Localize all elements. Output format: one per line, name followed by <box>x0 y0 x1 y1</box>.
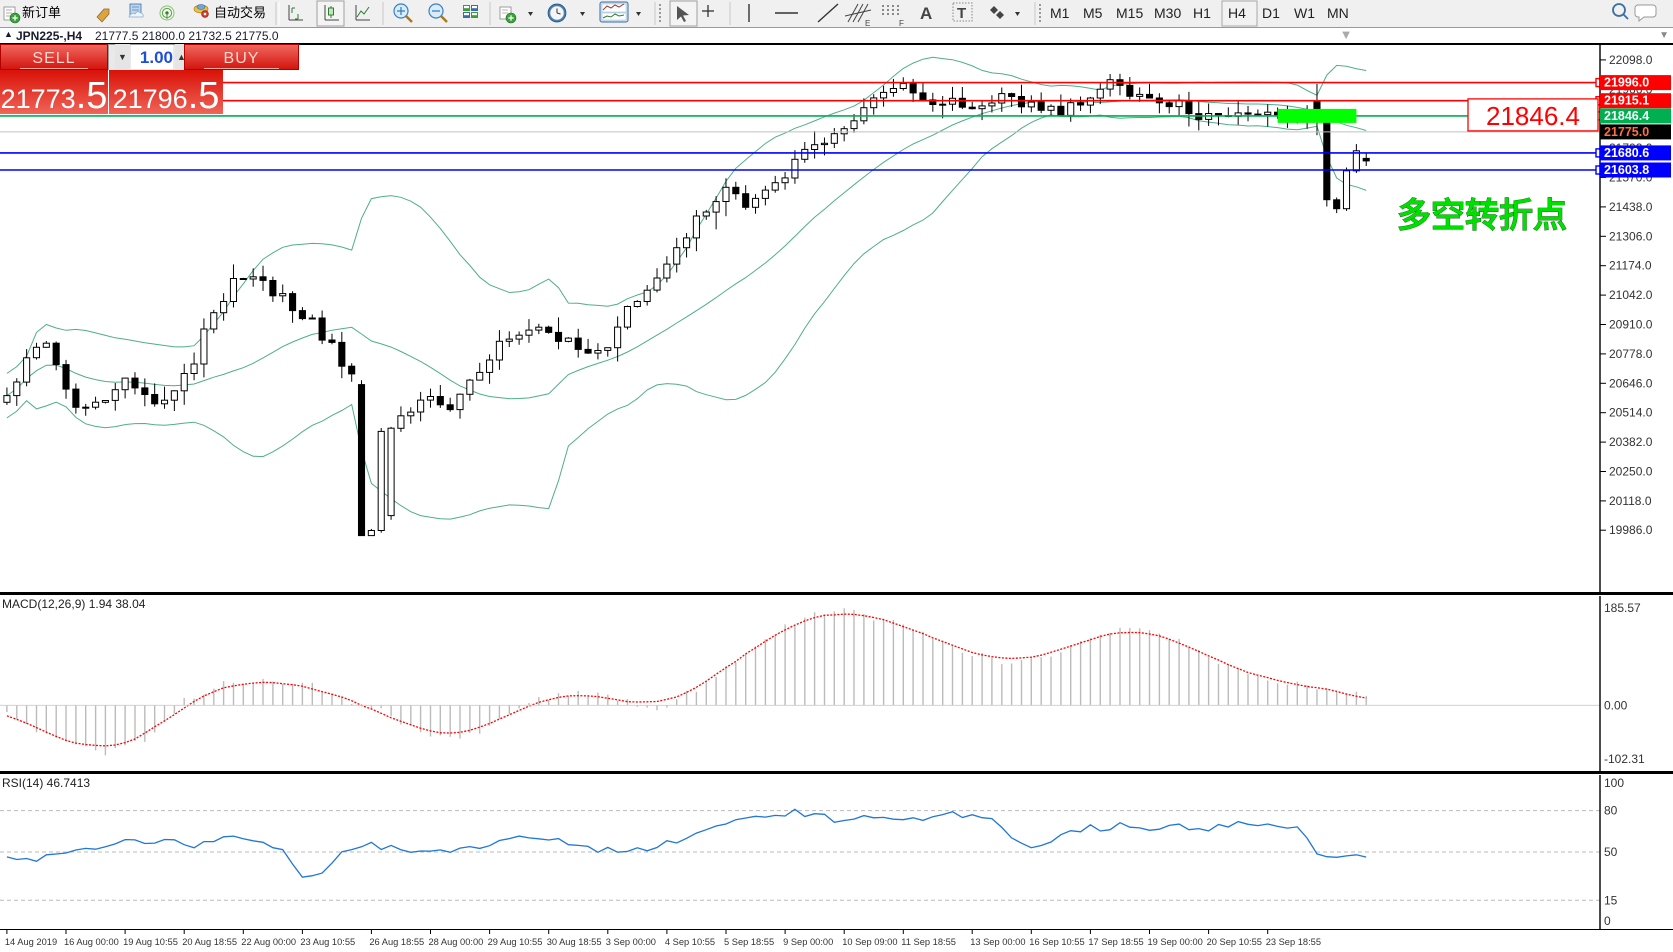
svg-text:20 Sep 10:55: 20 Sep 10:55 <box>1207 937 1262 947</box>
svg-text:17 Sep 18:55: 17 Sep 18:55 <box>1088 937 1143 947</box>
svg-text:多空​转折点: 多空​转折点 <box>1397 197 1567 235</box>
svg-text:0.00: 0.00 <box>1604 698 1628 712</box>
svg-text:14 Aug 2019: 14 Aug 2019 <box>5 937 57 947</box>
svg-text:185.57: 185.57 <box>1604 601 1641 615</box>
svg-text:20118.0: 20118.0 <box>1609 494 1652 508</box>
svg-text:4 Sep 10:55: 4 Sep 10:55 <box>665 937 715 947</box>
svg-text:21846.4: 21846.4 <box>1486 101 1580 131</box>
svg-text:20646.0: 20646.0 <box>1609 376 1653 390</box>
svg-text:H1: H1 <box>1193 5 1211 21</box>
svg-text:22 Aug 00:00: 22 Aug 00:00 <box>241 937 296 947</box>
svg-text:新订单: 新订单 <box>22 5 61 20</box>
svg-text:M5: M5 <box>1083 5 1103 21</box>
svg-text:20514.0: 20514.0 <box>1609 406 1653 420</box>
svg-text:21438.0: 21438.0 <box>1609 200 1653 214</box>
svg-text:15: 15 <box>1604 893 1618 907</box>
svg-text:E: E <box>865 19 870 27</box>
svg-text:20250.0: 20250.0 <box>1609 465 1653 479</box>
svg-text:21846.4: 21846.4 <box>1604 109 1649 123</box>
svg-text:D1: D1 <box>1262 5 1280 21</box>
svg-text:21996.0: 21996.0 <box>1604 76 1649 90</box>
svg-text:50: 50 <box>1604 845 1618 859</box>
svg-text:10 Sep 09:00: 10 Sep 09:00 <box>842 937 897 947</box>
svg-text:21915.1: 21915.1 <box>1604 94 1649 108</box>
svg-text:MN: MN <box>1327 5 1349 21</box>
svg-text:20 Aug 18:55: 20 Aug 18:55 <box>182 937 237 947</box>
svg-text:13 Sep 00:00: 13 Sep 00:00 <box>970 937 1025 947</box>
svg-text:M1: M1 <box>1050 5 1070 21</box>
svg-text:21603.8: 21603.8 <box>1604 163 1649 177</box>
svg-text:28 Aug 00:00: 28 Aug 00:00 <box>429 937 484 947</box>
svg-text:23 Sep 18:55: 23 Sep 18:55 <box>1266 937 1321 947</box>
svg-text:W1: W1 <box>1294 5 1315 21</box>
svg-text:16 Aug 00:00: 16 Aug 00:00 <box>64 937 119 947</box>
svg-text:3 Sep 00:00: 3 Sep 00:00 <box>606 937 656 947</box>
svg-text:20778.0: 20778.0 <box>1609 347 1653 361</box>
svg-text:-102.31: -102.31 <box>1604 752 1645 766</box>
svg-text:19 Sep 00:00: 19 Sep 00:00 <box>1148 937 1203 947</box>
svg-text:5 Sep 18:55: 5 Sep 18:55 <box>724 937 774 947</box>
svg-text:9 Sep 00:00: 9 Sep 00:00 <box>783 937 833 947</box>
svg-text:26 Aug 18:55: 26 Aug 18:55 <box>369 937 424 947</box>
svg-text:H4: H4 <box>1228 5 1246 21</box>
svg-text:21174.0: 21174.0 <box>1609 259 1652 273</box>
svg-text:30 Aug 18:55: 30 Aug 18:55 <box>547 937 602 947</box>
svg-text:0: 0 <box>1604 914 1611 928</box>
svg-text:A: A <box>920 4 932 23</box>
svg-text:21775.0: 21775.0 <box>1604 125 1649 139</box>
svg-text:16 Sep 10:55: 16 Sep 10:55 <box>1029 937 1084 947</box>
svg-text:M15: M15 <box>1116 5 1143 21</box>
svg-text:23 Aug 10:55: 23 Aug 10:55 <box>300 937 355 947</box>
svg-text:22098.0: 22098.0 <box>1609 53 1653 67</box>
svg-text:100: 100 <box>1604 776 1624 790</box>
svg-text:20382.0: 20382.0 <box>1609 435 1653 449</box>
svg-text:F: F <box>899 19 904 27</box>
svg-text:21680.6: 21680.6 <box>1604 146 1649 160</box>
svg-text:T: T <box>957 5 966 22</box>
svg-text:20910.0: 20910.0 <box>1609 318 1653 332</box>
svg-text:21306.0: 21306.0 <box>1609 229 1653 243</box>
svg-text:29 Aug 10:55: 29 Aug 10:55 <box>488 937 543 947</box>
svg-text:M30: M30 <box>1154 5 1181 21</box>
svg-text:11 Sep 18:55: 11 Sep 18:55 <box>901 937 956 947</box>
svg-text:19 Aug 10:55: 19 Aug 10:55 <box>123 937 178 947</box>
svg-text:19986.0: 19986.0 <box>1609 523 1653 537</box>
svg-text:21042.0: 21042.0 <box>1609 288 1653 302</box>
svg-text:80: 80 <box>1604 804 1618 818</box>
svg-text:自动交易: 自动交易 <box>214 5 266 20</box>
